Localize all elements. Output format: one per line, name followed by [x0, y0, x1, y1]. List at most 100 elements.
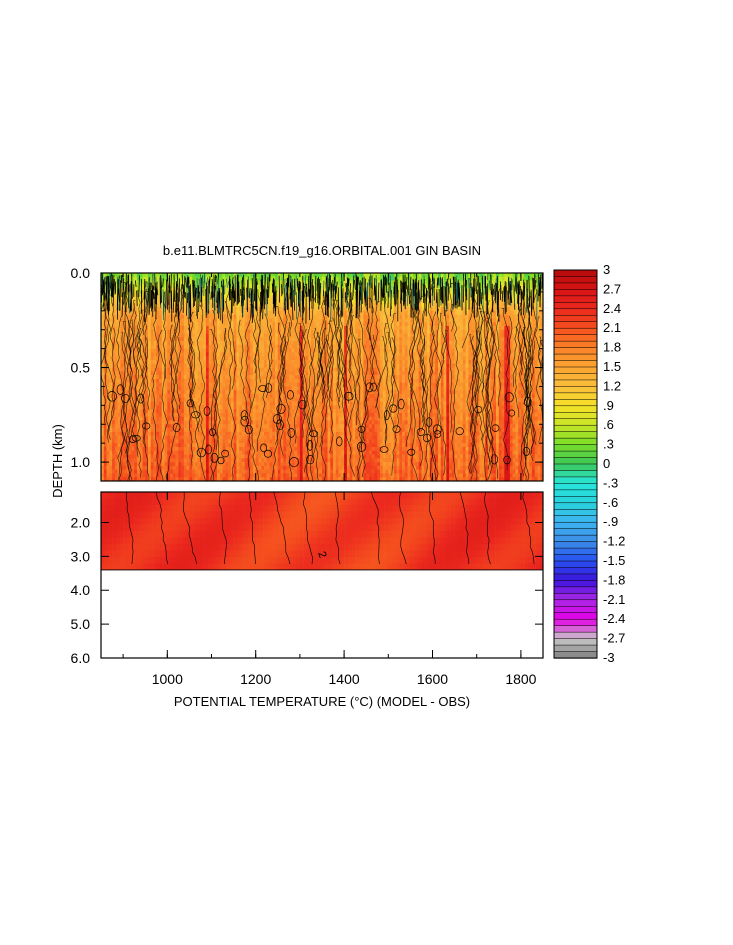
upper-field-cell: [167, 378, 171, 383]
upper-field-cell: [219, 276, 223, 281]
upper-field-cell: [153, 356, 157, 361]
upper-field-cell: [313, 284, 317, 289]
upper-field-cell: [101, 344, 105, 349]
upper-field-cell: [443, 386, 447, 391]
upper-field-cell: [145, 382, 149, 387]
upper-field-cell: [333, 352, 337, 357]
upper-field-cell: [341, 329, 345, 334]
upper-field-cell: [101, 329, 105, 334]
upper-field-cell: [189, 382, 193, 387]
upper-field-cell: [404, 348, 408, 353]
upper-field-cell: [288, 386, 292, 391]
upper-field-cell: [462, 382, 466, 387]
upper-field-cell: [440, 386, 444, 391]
upper-field-cell: [418, 314, 422, 319]
upper-field-cell: [338, 359, 342, 365]
upper-field-cell: [385, 280, 389, 285]
upper-field-cell: [473, 291, 477, 296]
upper-field-cell: [468, 356, 472, 361]
upper-field-cell: [363, 348, 367, 353]
upper-field-cell: [531, 352, 536, 357]
upper-field-cell: [294, 378, 298, 383]
upper-field-cell: [299, 284, 303, 289]
upper-field-cell: [324, 371, 328, 376]
upper-field-cell: [371, 363, 375, 368]
upper-field-cell: [440, 314, 444, 319]
upper-field-cell: [255, 284, 259, 289]
upper-field-cell: [125, 288, 129, 293]
upper-field-cell: [413, 333, 417, 338]
upper-field-cell: [153, 276, 157, 281]
upper-field-cell: [438, 276, 442, 281]
upper-field-cell: [167, 352, 171, 357]
upper-field-cell: [520, 348, 524, 353]
upper-field-cell: [333, 367, 337, 372]
upper-field-cell: [540, 273, 543, 278]
upper-field-cell: [145, 333, 149, 338]
upper-field-cell: [156, 284, 160, 289]
upper-field-cell: [120, 295, 124, 300]
upper-field-cell: [288, 307, 292, 312]
upper-field-cell: [266, 378, 270, 383]
upper-field-cell: [219, 352, 223, 357]
upper-field-cell: [239, 280, 243, 285]
upper-field-cell: [299, 291, 303, 296]
upper-field-cell: [252, 378, 256, 383]
upper-field-cell: [322, 303, 326, 308]
upper-field-cell: [319, 273, 323, 278]
upper-field-cell: [283, 333, 287, 338]
upper-field-cell: [404, 273, 408, 278]
upper-field-cell: [324, 356, 328, 361]
upper-field-cell: [451, 310, 455, 315]
upper-field-cell: [222, 318, 226, 323]
upper-field-cell: [310, 378, 315, 383]
upper-field-cell: [247, 284, 251, 289]
upper-field-cell: [498, 325, 502, 331]
upper-field-cell: [540, 337, 543, 342]
upper-field-cell: [250, 344, 254, 349]
upper-field-cell: [462, 280, 466, 285]
upper-field-cell: [493, 378, 497, 383]
upper-field-cell: [421, 333, 425, 338]
upper-field-cell: [308, 348, 312, 353]
upper-field-cell: [219, 344, 223, 349]
upper-field-cell: [346, 386, 350, 391]
upper-field-cell: [363, 307, 367, 312]
upper-field-cell: [399, 310, 403, 315]
upper-field-cell: [261, 333, 265, 338]
upper-field-cell: [526, 359, 530, 365]
upper-field-cell: [294, 363, 298, 368]
upper-field-cell: [275, 375, 279, 380]
upper-field-cell: [277, 371, 281, 376]
upper-field-cell: [473, 348, 477, 353]
upper-field-cell: [101, 299, 105, 304]
upper-field-cell: [263, 352, 268, 357]
upper-field-cell: [333, 325, 337, 331]
upper-field-cell: [275, 378, 279, 383]
upper-field-cell: [181, 382, 185, 387]
upper-field-cell: [241, 386, 245, 391]
upper-field-cell: [247, 348, 251, 353]
upper-field-cell: [269, 314, 273, 319]
upper-field-cell: [322, 341, 326, 346]
upper-field-cell: [186, 390, 190, 395]
upper-field-cell: [349, 288, 353, 293]
upper-field-cell: [388, 367, 392, 372]
upper-field-cell: [142, 310, 146, 315]
upper-field-cell: [252, 307, 256, 312]
upper-field-cell: [120, 307, 124, 312]
upper-field-cell: [385, 299, 389, 304]
upper-field-cell: [291, 386, 295, 391]
upper-field-cell: [228, 273, 232, 278]
upper-field-cell: [252, 344, 256, 349]
upper-field-cell: [531, 314, 536, 319]
upper-field-cell: [410, 299, 414, 304]
upper-field-cell: [101, 322, 105, 327]
upper-field-cell: [324, 363, 328, 368]
upper-field-cell: [322, 325, 326, 331]
upper-field-cell: [391, 352, 395, 357]
upper-field-cell: [172, 341, 176, 346]
upper-field-cell: [205, 375, 210, 380]
upper-field-cell: [286, 359, 290, 365]
upper-field-cell: [451, 378, 455, 383]
